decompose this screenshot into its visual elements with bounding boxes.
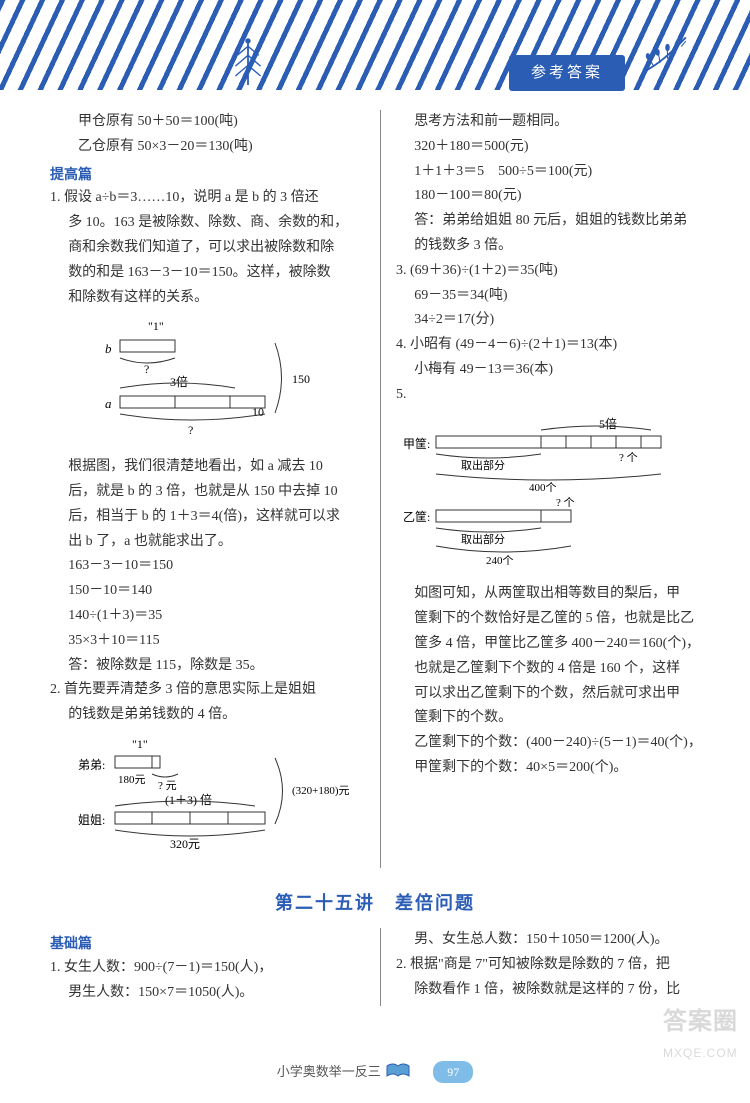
- text-line: 163－3－10＝150: [50, 554, 365, 578]
- watermark: 答案圈 MXQE.COM: [663, 1002, 738, 1063]
- svg-text:5倍: 5倍: [599, 416, 617, 431]
- text-line: 180－100＝80(元): [396, 184, 712, 208]
- text-line: 的钱数多 3 倍。: [396, 234, 712, 258]
- text-line: 男、女生总人数：150＋1050＝1200(人)。: [396, 928, 712, 952]
- text-line: 根据图，我们很清楚地看出，如 a 减去 10: [50, 455, 365, 479]
- svg-text:180元: 180元: [118, 774, 146, 786]
- text-line: 可以求出乙筐剩下的个数，然后就可求出甲: [396, 682, 712, 706]
- watermark-title: 答案圈: [663, 1002, 738, 1043]
- section-heading: 基础篇: [50, 932, 365, 956]
- svg-text:?: ?: [144, 362, 149, 376]
- text-line: 1. 女生人数：900÷(7－1)＝150(人)，: [50, 956, 365, 980]
- diagram-baskets: 5倍 甲筐: 取出部分 ? 个 400个 ? 个 乙筐: 取出部分 240个: [401, 416, 701, 566]
- text-line: 出 b 了，a 也就能求出了。: [50, 530, 365, 554]
- svg-text:320元: 320元: [170, 837, 200, 851]
- svg-text:取出部分: 取出部分: [461, 458, 505, 472]
- svg-text:? 个: ? 个: [556, 496, 575, 509]
- svg-text:甲筐:: 甲筐:: [403, 436, 430, 451]
- text-line: 后，就是 b 的 3 倍，也就是从 150 中去掉 10: [50, 480, 365, 504]
- text-line: 后，相当于 b 的 1＋3＝4(倍)，这样就可以求: [50, 505, 365, 529]
- text-line: 答：弟弟给姐姐 80 元后，姐姐的钱数比弟弟: [396, 209, 712, 233]
- text-line: 的钱数是弟弟钱数的 4 倍。: [50, 703, 365, 727]
- header-pattern: 参考答案: [0, 0, 750, 90]
- chapter-title: 第二十五讲 差倍问题: [0, 888, 750, 919]
- bottom-content: 基础篇 1. 女生人数：900÷(7－1)＝150(人)， 男生人数：150×7…: [0, 928, 750, 1005]
- svg-text:"1": "1": [132, 737, 148, 751]
- text-line: 筐多 4 倍，甲筐比乙筐多 400－240＝160(个)，: [396, 632, 712, 656]
- diagram-ab: "1" b ? 3倍 a 10 ? 150: [70, 318, 330, 438]
- text-line: 4. 小昭有 (49－4－6)÷(2＋1)＝13(本): [396, 333, 712, 357]
- text-line: 2. 根据"商是 7"可知被除数是除数的 7 倍，把: [396, 953, 712, 977]
- branch-icon: [640, 28, 695, 78]
- text-line: 69－35＝34(吨): [396, 284, 712, 308]
- svg-text:乙筐:: 乙筐:: [403, 509, 430, 524]
- text-line: 140÷(1＋3)＝35: [50, 604, 365, 628]
- page-footer: 小学奥数举一反三 97: [0, 1060, 750, 1083]
- page-number: 97: [433, 1061, 473, 1083]
- text-line: 3. (69＋36)÷(1＋2)＝35(吨): [396, 259, 712, 283]
- text-line: 如图可知，从两筐取出相等数目的梨后，甲: [396, 582, 712, 606]
- header-badge: 参考答案: [509, 55, 625, 91]
- text-line: 男生人数：150×7＝1050(人)。: [50, 981, 365, 1005]
- tree-icon: [230, 35, 266, 90]
- text-line: 和除数有这样的关系。: [50, 286, 365, 310]
- svg-text:姐姐:: 姐姐:: [78, 813, 105, 827]
- main-content: 甲仓原有 50＋50＝100(吨) 乙仓原有 50×3－20＝130(吨) 提高…: [0, 90, 750, 868]
- text-line: 多 10。163 是被除数、除数、商、余数的和，: [50, 211, 365, 235]
- text-line: 2. 首先要弄清楚多 3 倍的意思实际上是姐姐: [50, 678, 365, 702]
- left-column: 甲仓原有 50＋50＝100(吨) 乙仓原有 50×3－20＝130(吨) 提高…: [50, 110, 381, 868]
- book-icon: [384, 1060, 412, 1082]
- svg-text:150: 150: [292, 372, 310, 386]
- text-line: 35×3＋10＝115: [50, 629, 365, 653]
- text-line: 甲仓原有 50＋50＝100(吨): [50, 110, 365, 134]
- text-line: 筐剩下的个数恰好是乙筐的 5 倍，也就是比乙: [396, 607, 712, 631]
- text-line: 乙筐剩下的个数：(400－240)÷(5－1)＝40(个)，: [396, 731, 712, 755]
- text-line: 乙仓原有 50×3－20＝130(吨): [50, 135, 365, 159]
- text-line: 筐剩下的个数。: [396, 706, 712, 730]
- text-line: 1. 假设 a÷b＝3……10，说明 a 是 b 的 3 倍还: [50, 186, 365, 210]
- text-line: 除数看作 1 倍，被除数就是这样的 7 份，比: [396, 978, 712, 1002]
- text-line: 答：被除数是 115，除数是 35。: [50, 654, 365, 678]
- section-heading: 提高篇: [50, 163, 365, 187]
- text-line: 34÷2＝17(分): [396, 308, 712, 332]
- svg-text:取出部分: 取出部分: [461, 532, 505, 546]
- svg-text:(1＋3) 倍: (1＋3) 倍: [165, 792, 212, 807]
- text-line: 商和余数我们知道了，可以求出被除数和除: [50, 236, 365, 260]
- watermark-url: MXQE.COM: [663, 1043, 738, 1063]
- svg-text:3倍: 3倍: [170, 374, 188, 389]
- text-line: 小梅有 49－13＝36(本): [396, 358, 712, 382]
- text-line: 甲筐剩下的个数：40×5＝200(个)。: [396, 756, 712, 780]
- svg-text:400个: 400个: [529, 481, 557, 494]
- text-line: 数的和是 163－3－10＝150。这样，被除数: [50, 261, 365, 285]
- footer-text: 小学奥数举一反三: [277, 1064, 381, 1079]
- text-line: 320＋180＝500(元): [396, 135, 712, 159]
- svg-text:(320+180)元: (320+180)元: [292, 785, 350, 797]
- svg-text:?: ?: [188, 423, 193, 437]
- svg-text:"1": "1": [148, 319, 164, 333]
- svg-text:? 个: ? 个: [619, 451, 638, 464]
- svg-text:弟弟:: 弟弟:: [78, 758, 105, 772]
- svg-text:10: 10: [252, 405, 264, 419]
- text-line: 5.: [396, 383, 712, 407]
- svg-text:? 元: ? 元: [158, 780, 177, 792]
- right-column: 思考方法和前一题相同。 320＋180＝500(元) 1＋1＋3＝5 500÷5…: [381, 110, 712, 868]
- svg-text:a: a: [105, 396, 112, 411]
- text-line: 思考方法和前一题相同。: [396, 110, 712, 134]
- text-line: 150－10＝140: [50, 579, 365, 603]
- svg-text:240个: 240个: [486, 554, 514, 566]
- diagram-siblings: "1" 弟弟: 180元 ? 元 (1＋3) 倍 姐姐: 320元 (320+1…: [70, 736, 370, 851]
- text-line: 1＋1＋3＝5 500÷5＝100(元): [396, 160, 712, 184]
- svg-text:b: b: [105, 341, 112, 356]
- text-line: 也就是乙筐剩下个数的 4 倍是 160 个，这样: [396, 657, 712, 681]
